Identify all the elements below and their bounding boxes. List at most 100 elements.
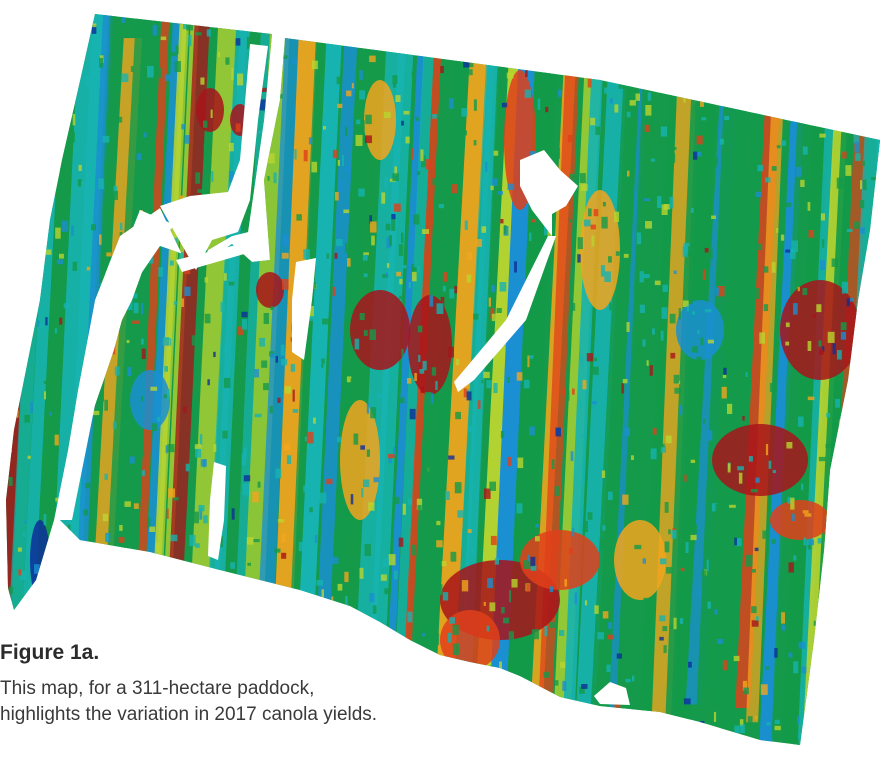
yield-speck xyxy=(702,419,706,424)
yield-speck xyxy=(2,81,4,86)
yield-speck xyxy=(644,124,651,132)
yield-speck xyxy=(365,135,372,144)
yield-speck xyxy=(284,386,292,394)
yield-speck xyxy=(598,17,602,22)
yield-strip xyxy=(0,27,2,710)
yield-speck xyxy=(442,272,447,282)
yield-speck xyxy=(270,306,274,310)
yield-hotspots xyxy=(30,70,860,670)
yield-speck xyxy=(787,496,791,504)
yield-speck xyxy=(104,399,108,411)
yield-speck xyxy=(572,528,575,537)
yield-speck xyxy=(650,158,655,162)
yield-speck xyxy=(857,464,862,474)
yield-speck xyxy=(147,65,154,78)
yield-speck xyxy=(706,430,713,441)
yield-speck xyxy=(558,89,562,98)
yield-speck xyxy=(199,568,205,575)
yield-speck xyxy=(679,618,684,624)
yield-speck xyxy=(151,423,157,432)
yield-speck xyxy=(576,5,580,10)
yield-speck xyxy=(637,722,644,731)
yield-speck xyxy=(160,632,167,637)
yield-speck xyxy=(283,443,291,451)
yield-speck xyxy=(717,286,725,297)
yield-speck xyxy=(11,199,15,206)
yield-speck xyxy=(760,684,768,695)
yield-speck xyxy=(71,225,74,236)
yield-speck xyxy=(432,114,437,119)
yield-speck xyxy=(263,313,269,324)
yield-speck xyxy=(117,116,123,123)
yield-speck xyxy=(700,100,704,107)
yield-speck xyxy=(92,570,97,574)
yield-speck xyxy=(660,330,664,341)
yield-speck xyxy=(781,624,786,631)
yield-speck xyxy=(483,371,490,379)
yield-speck xyxy=(490,535,497,546)
yield-speck xyxy=(463,130,467,136)
yield-speck xyxy=(566,390,570,401)
yield-speck xyxy=(580,434,584,438)
yield-speck xyxy=(572,388,575,395)
yield-speck xyxy=(646,360,649,366)
yield-speck xyxy=(724,115,730,121)
yield-speck xyxy=(338,760,342,764)
yield-speck xyxy=(230,756,235,762)
figure-caption: Figure 1a. This map, for a 311-hectare p… xyxy=(0,640,560,728)
yield-speck xyxy=(579,173,586,183)
yield-speck xyxy=(857,323,862,335)
yield-speck xyxy=(507,377,510,383)
yield-speck xyxy=(157,563,161,569)
yield-speck xyxy=(491,285,495,293)
yield-speck xyxy=(569,303,576,311)
yield-speck xyxy=(741,732,744,737)
yield-speck xyxy=(587,512,593,520)
yield-speck xyxy=(562,680,567,691)
yield-speck xyxy=(660,126,668,137)
yield-speck xyxy=(869,262,877,273)
yield-speck xyxy=(877,4,883,8)
yield-speck xyxy=(336,76,341,85)
yield-speck xyxy=(485,161,488,172)
yield-speck xyxy=(419,369,425,374)
yield-speck xyxy=(711,503,718,512)
yield-speck xyxy=(535,536,540,542)
yield-speck xyxy=(281,55,288,59)
yield-speck xyxy=(844,438,848,442)
yield-speck xyxy=(51,754,55,760)
yield-speck xyxy=(802,510,809,514)
yield-speck xyxy=(314,534,318,544)
yield-speck xyxy=(723,367,727,375)
yield-speck xyxy=(141,396,144,402)
yield-speck xyxy=(351,194,359,202)
yield-speck xyxy=(737,177,744,186)
yield-speck xyxy=(792,513,795,521)
yield-speck xyxy=(150,117,155,123)
yield-speck xyxy=(853,131,860,144)
yield-speck xyxy=(772,79,776,86)
yield-speck xyxy=(425,159,433,170)
yield-speck xyxy=(776,145,781,149)
yield-speck xyxy=(141,338,144,345)
yield-speck xyxy=(593,731,598,735)
yield-speck xyxy=(46,600,51,607)
yield-speck xyxy=(704,279,708,284)
yield-speck xyxy=(181,124,185,130)
yield-speck xyxy=(561,729,565,734)
yield-speck xyxy=(745,554,753,567)
yield-speck xyxy=(841,281,849,294)
yield-speck xyxy=(521,57,525,69)
yield-speck xyxy=(865,301,872,305)
yield-speck xyxy=(292,58,297,65)
yield-speck xyxy=(499,282,507,292)
yield-speck xyxy=(416,498,423,511)
yield-speck xyxy=(26,614,32,622)
yield-speck xyxy=(645,105,652,116)
yield-strip xyxy=(323,14,375,736)
yield-speck xyxy=(560,661,566,669)
yield-speck xyxy=(535,524,539,528)
yield-speck xyxy=(544,626,548,637)
yield-speck xyxy=(359,567,364,579)
